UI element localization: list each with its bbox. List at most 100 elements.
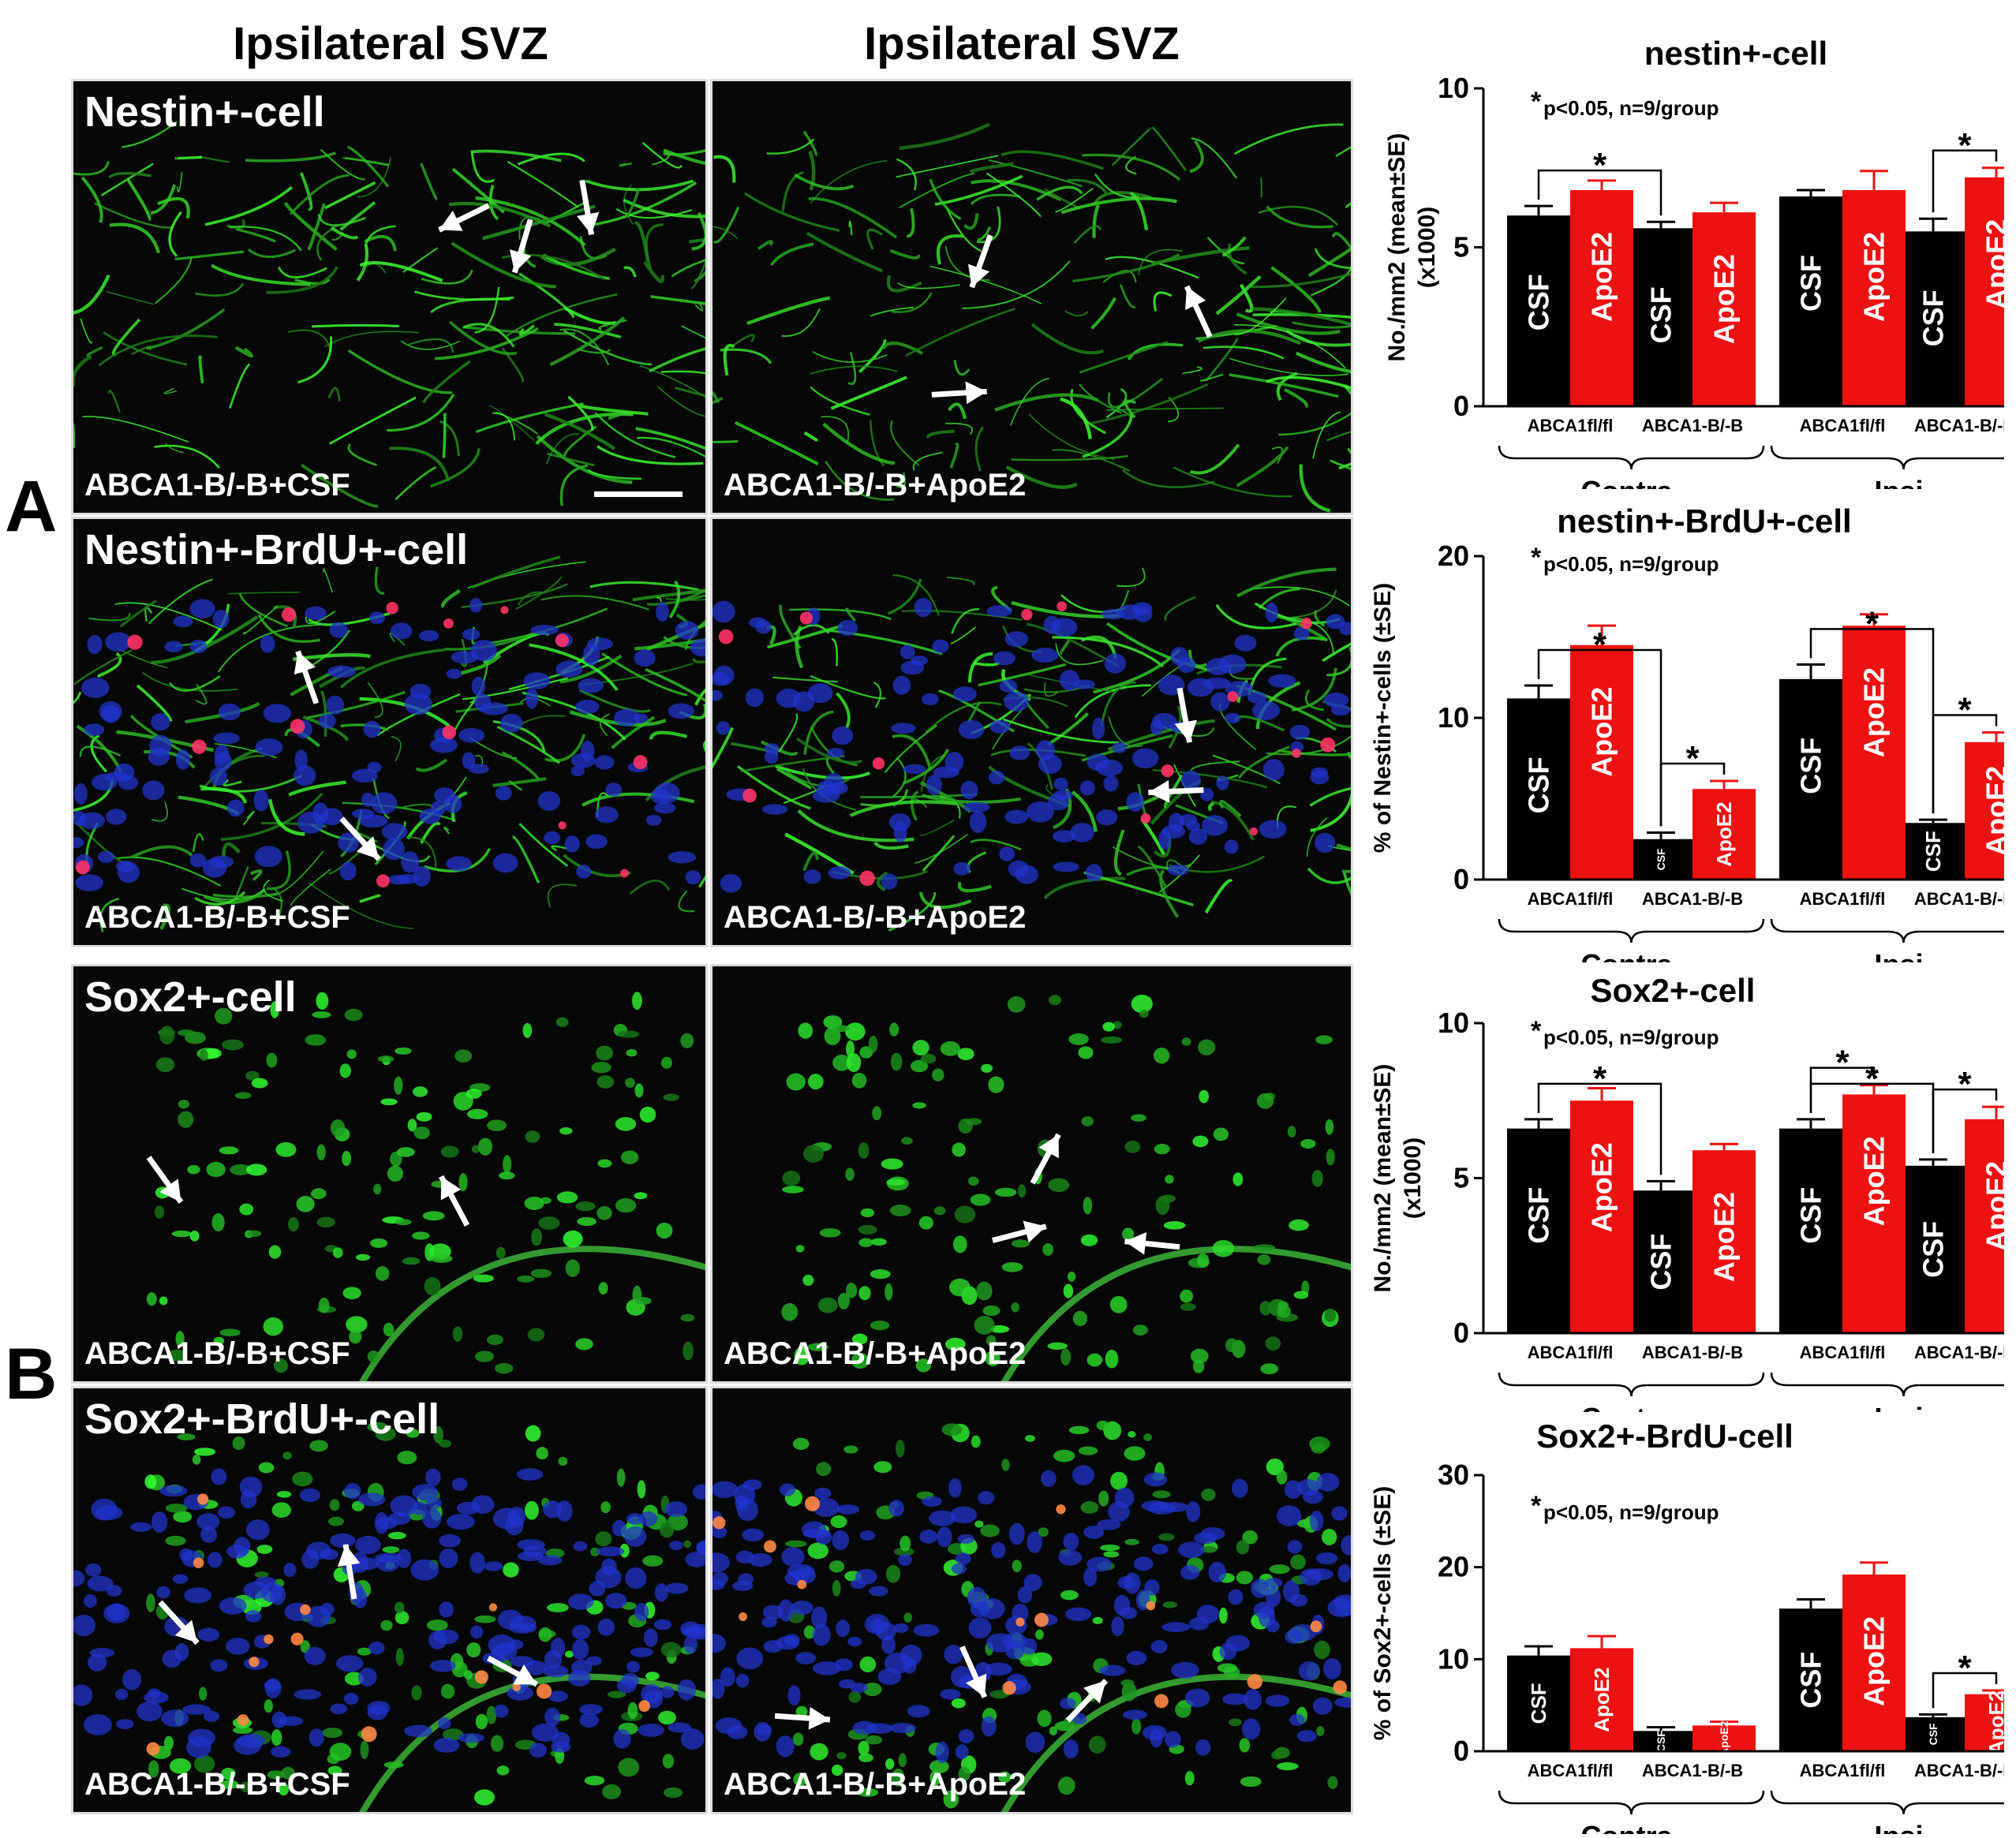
bar-label: ApoE2 (1980, 219, 2004, 309)
micrograph-image (146, 992, 705, 1381)
bar-csf-2 (1779, 196, 1842, 406)
chart-nestin-cell: nestin+-cell No./mm2 (mean±SE) (x1000) 0 5 10… (1357, 32, 2016, 507)
column-title-left: Ipsilateral SVZ (233, 18, 548, 69)
supergroup-label: Contra- (1581, 948, 1682, 962)
significance-note: p<0.05, n=9/group (1543, 96, 1719, 120)
significance-star: * (1685, 739, 1700, 778)
bar-label: ApoE2 (1858, 232, 1891, 322)
group-brace (1770, 918, 2016, 943)
significance-star: * (1865, 1059, 1879, 1098)
chart-sox2-brdu-cell-svg: Sox2+-BrdU-cell % of Sox2+-cells (±SE) 0 10… (1370, 1418, 2016, 1838)
bar-csf-3 (1902, 823, 1965, 880)
significance-star: * (1593, 1059, 1607, 1098)
micrograph-condition-label: ABCA1-B/-B+ApoE2 (724, 468, 1027, 502)
significance-note: p<0.05, n=9/group (1543, 552, 1719, 576)
bar-label: CSF (1917, 1221, 1950, 1278)
micrograph-condition-label: ABCA1-B/-B+CSF (84, 468, 350, 502)
micrograph-condition-label: ABCA1-B/-B+CSF (84, 1767, 350, 1802)
y-tick-label: 0 (1453, 1735, 1469, 1767)
bar-label: ApoE2 (1708, 254, 1741, 344)
significance-star: * (1835, 1044, 1850, 1082)
x-tick-label: ABCA1fl/fl (1528, 889, 1614, 909)
bar-csf-2 (1779, 1128, 1842, 1333)
y-tick-label: 10 (1438, 701, 1469, 734)
chart-nestin-brdu-cell-svg: nestin+-BrdU+-cell % of Nestin+-cells (±S… (1370, 502, 2016, 981)
bar-label: ApoE2 (1858, 1136, 1891, 1226)
bar-label: ApoE2 (1980, 766, 2004, 856)
significance-note: p<0.05, n=9/group (1543, 1025, 1719, 1049)
y-tick-label: 0 (1453, 1317, 1469, 1349)
bar-csf-1 (1629, 839, 1692, 880)
micrograph-title: Sox2+-BrdU+-cell (84, 1395, 440, 1443)
bar-label: ApoE2 (1984, 1690, 2004, 1755)
significance-star: * (1958, 126, 1972, 165)
chart-sox2-cell: Sox2+-cell No./mm2 (mean±SE) (x1000) 0 5 10 * p… (1357, 966, 2016, 1434)
y-tick-label: 20 (1438, 1551, 1469, 1583)
bar-label: CSF (1645, 286, 1678, 343)
x-tick-label: ABCA1-B/-B (1642, 1343, 1743, 1362)
bar-csf-0 (1507, 215, 1570, 406)
bar-label: CSF (1645, 1234, 1678, 1291)
x-tick-label: ABCA1-B/-B (1642, 889, 1743, 909)
y-axis-label: No./mm2 (mean±SE) (1370, 1064, 1396, 1293)
bar-label: ApoE2 (1980, 1161, 2004, 1251)
micrograph-nestin-brdu-csf: Nestin+-BrdU+-cell ABCA1-B/-B+CSF (71, 517, 708, 947)
x-tick-label: ABCA1fl/fl (1800, 416, 1886, 435)
micrograph-title: Sox2+-cell (84, 973, 297, 1021)
chart-nestin-cell-svg: nestin+-cell No./mm2 (mean±SE) (x1000) 0 5 10… (1384, 35, 2016, 507)
significance-note-star: * (1531, 1016, 1542, 1046)
x-tick-label: ABCA1-B/-B (1914, 416, 2004, 435)
supergroup-label: Contra- (1581, 1820, 1682, 1834)
bar-label: CSF (1527, 1683, 1550, 1724)
micrograph-image (73, 555, 705, 932)
x-tick-label: ABCA1-B/-B (1914, 1761, 2004, 1780)
micrograph-image (713, 122, 1351, 513)
supergroup-label: Ipsi- (1874, 948, 1932, 962)
bar-apoe2-1 (1692, 212, 1756, 406)
significance-bracket (1659, 762, 1726, 827)
bar-csf-1 (1629, 1190, 1692, 1333)
significance-bracket (1932, 149, 1998, 213)
bar-csf-2 (1779, 678, 1842, 880)
bar-apoe2-0 (1570, 644, 1633, 880)
bar-label: ApoE2 (1586, 232, 1618, 322)
micrograph-image (73, 1421, 705, 1812)
group-brace (1770, 1790, 2016, 1815)
micrograph-title: Nestin+-BrdU+-cell (84, 526, 469, 573)
group-brace (1770, 1372, 2016, 1397)
significance-note-star: * (1531, 543, 1542, 573)
y-tick-label: 30 (1438, 1459, 1469, 1491)
bar-apoe2-2 (1842, 1575, 1906, 1751)
x-tick-label: ABCA1-B/-B (1914, 889, 2004, 909)
x-tick-label: ABCA1fl/fl (1800, 1761, 1886, 1780)
significance-note-star: * (1531, 1491, 1542, 1521)
micrograph-condition-label: ABCA1-B/-B+ApoE2 (724, 1336, 1027, 1371)
supergroup-label: Ipsi- (1874, 1402, 1932, 1412)
x-tick-label: ABCA1-B/-B (1642, 1761, 1743, 1780)
bar-csf-0 (1507, 698, 1570, 880)
x-tick-label: ABCA1fl/fl (1528, 416, 1614, 435)
x-tick-label: ABCA1fl/fl (1528, 1761, 1614, 1780)
micrograph-condition-label: ABCA1-B/-B+CSF (84, 900, 350, 935)
bar-label: CSF (1655, 848, 1667, 870)
panel-letter-b: B (5, 1334, 58, 1414)
column-title-right: Ipsilateral SVZ (864, 18, 1180, 69)
group-brace (1770, 445, 2016, 470)
supergroup-label: Ipsi- (1874, 475, 1932, 489)
bar-csf-1 (1629, 1731, 1692, 1751)
bar-label: CSF (1795, 1652, 1827, 1709)
y-axis-label: % of Nestin+-cells (±SE) (1370, 583, 1396, 853)
chart-title: nestin+-BrdU+-cell (1557, 502, 1851, 540)
x-tick-label: ABCA1-B/-B (1642, 416, 1743, 435)
bar-csf-3 (1902, 231, 1965, 406)
bar-label: CSF (1795, 1187, 1827, 1244)
bar-label: CSF (1795, 255, 1827, 312)
scale-bar (594, 491, 683, 497)
significance-bracket (1537, 169, 1663, 216)
bar-label: CSF (1523, 1187, 1555, 1244)
chart-title: nestin+-cell (1644, 35, 1827, 72)
y-axis-label-unit: (x1000) (1414, 207, 1440, 288)
x-tick-label: ABCA1-B/-B (1914, 1343, 2004, 1362)
bar-label: ApoE2 (1586, 687, 1618, 777)
